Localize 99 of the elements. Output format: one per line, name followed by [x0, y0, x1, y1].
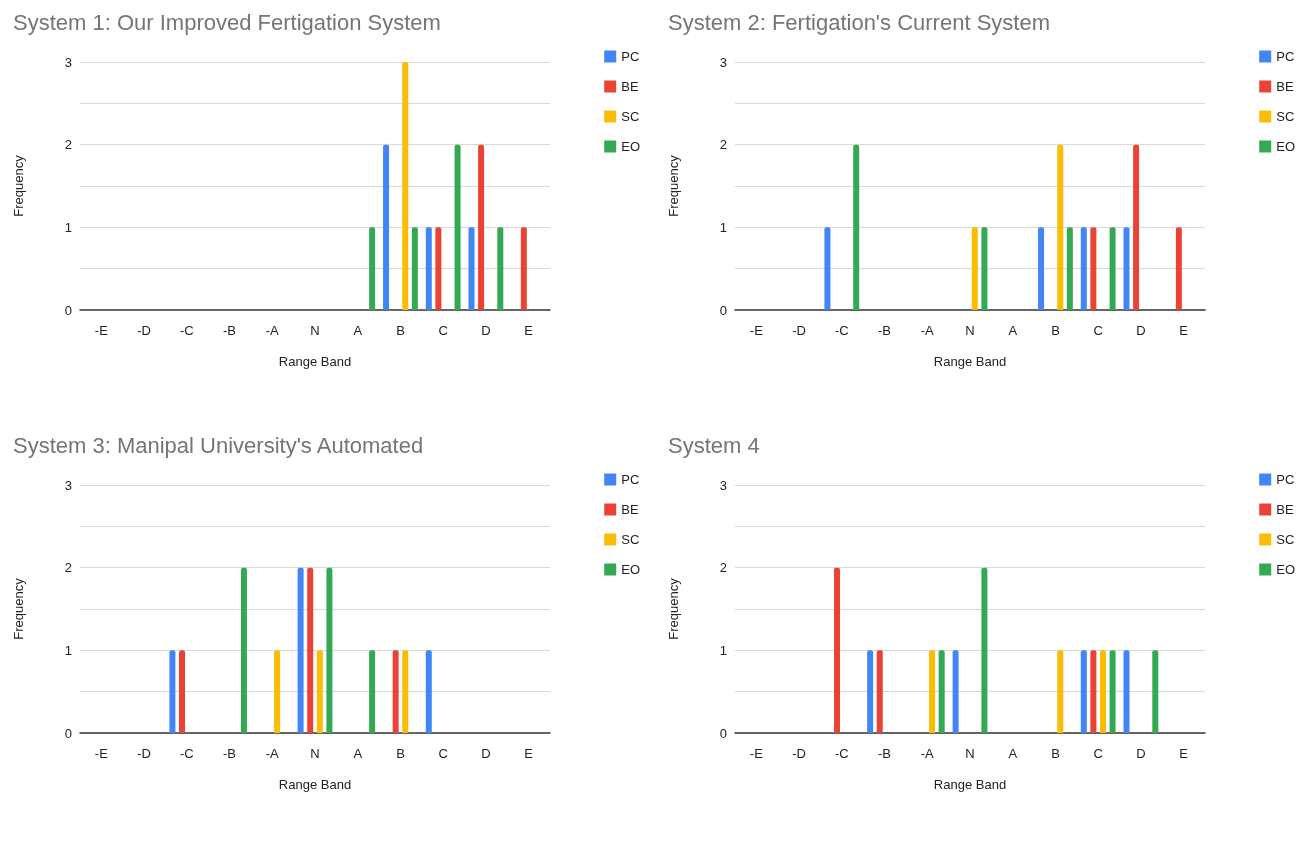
- x-tick-label: C: [1093, 323, 1103, 338]
- legend-label: SC: [621, 109, 640, 124]
- chart-title: System 4: [668, 432, 760, 458]
- x-tick-label: B: [1051, 323, 1060, 338]
- x-tick-label: -A: [920, 323, 935, 338]
- y-tick-label: 1: [64, 642, 72, 658]
- x-tick-label: A: [353, 746, 363, 761]
- x-tick-label: N: [310, 746, 320, 761]
- chart-title: System 1: Our Improved Fertigation System: [13, 9, 441, 35]
- x-tick-label: D: [1136, 323, 1146, 338]
- x-tick-label: D: [1136, 746, 1146, 761]
- x-tick-label: N: [310, 323, 320, 338]
- x-tick-label: -D: [792, 746, 806, 761]
- legend-label: SC: [621, 532, 640, 547]
- y-axis-title: Frequency: [11, 154, 26, 217]
- y-tick-label: 3: [719, 477, 727, 493]
- x-tick-label: C: [1093, 746, 1103, 761]
- y-tick-label: 0: [64, 725, 72, 741]
- bar: [520, 227, 527, 310]
- x-axis-title: Range Band: [933, 354, 1007, 369]
- bar: [454, 144, 461, 310]
- x-tick-label: -E: [749, 746, 764, 761]
- x-tick-label: -C: [834, 746, 849, 761]
- bar: [369, 227, 376, 310]
- y-tick-label: 3: [64, 477, 72, 493]
- x-tick-label: -B: [878, 746, 892, 761]
- legend-label: PC: [1276, 472, 1295, 487]
- x-tick-label: -A: [265, 746, 280, 761]
- x-tick-label: E: [1179, 323, 1189, 338]
- x-tick-label: C: [438, 746, 448, 761]
- x-axis-title: Range Band: [278, 354, 352, 369]
- x-tick-label: -A: [265, 323, 280, 338]
- x-tick-label: -D: [137, 746, 151, 761]
- x-tick-label: B: [396, 746, 405, 761]
- y-tick-label: 2: [64, 560, 72, 576]
- x-tick-label: -C: [179, 323, 194, 338]
- y-tick-label: 1: [64, 219, 72, 235]
- y-tick-label: 2: [719, 560, 727, 576]
- y-tick-label: 2: [719, 137, 727, 153]
- x-tick-label: -B: [878, 323, 892, 338]
- legend-label: BE: [1276, 502, 1294, 517]
- legend-label: BE: [621, 502, 639, 517]
- legend-label: PC: [621, 49, 640, 64]
- x-axis-title: Range Band: [933, 777, 1007, 792]
- legend-label: PC: [1276, 49, 1295, 64]
- legend-label: EO: [1276, 562, 1296, 577]
- y-tick-label: 1: [719, 219, 727, 235]
- y-tick-label: 0: [719, 725, 727, 741]
- legend-label: SC: [1276, 532, 1295, 547]
- x-axis-title: Range Band: [278, 777, 352, 792]
- x-tick-label: -C: [834, 323, 849, 338]
- x-tick-label: A: [1008, 746, 1018, 761]
- x-tick-label: E: [1179, 746, 1189, 761]
- legend-label: EO: [621, 139, 641, 154]
- bar: [383, 144, 390, 310]
- legend-label: EO: [1276, 139, 1296, 154]
- bar: [478, 144, 485, 310]
- x-tick-label: B: [396, 323, 405, 338]
- x-tick-label: A: [353, 323, 363, 338]
- y-axis-title: Frequency: [666, 577, 681, 640]
- x-tick-label: -B: [223, 323, 237, 338]
- legend-label: PC: [621, 472, 640, 487]
- x-tick-label: -E: [94, 746, 109, 761]
- x-tick-label: D: [481, 323, 491, 338]
- y-tick-label: 2: [64, 137, 72, 153]
- x-tick-label: E: [524, 323, 534, 338]
- y-axis-title: Frequency: [666, 154, 681, 217]
- x-tick-label: N: [965, 746, 975, 761]
- bar: [425, 227, 432, 310]
- y-tick-label: 0: [64, 302, 72, 318]
- bar: [497, 227, 504, 310]
- x-tick-label: N: [965, 323, 975, 338]
- x-tick-label: -B: [223, 746, 237, 761]
- y-tick-label: 3: [64, 54, 72, 70]
- x-tick-label: E: [524, 746, 534, 761]
- x-tick-label: -E: [749, 323, 764, 338]
- x-tick-label: C: [438, 323, 448, 338]
- chart-title: System 3: Manipal University's Automated: [13, 432, 424, 458]
- x-tick-label: -C: [179, 746, 194, 761]
- x-tick-label: -E: [94, 323, 109, 338]
- chart-title: System 2: Fertigation's Current System: [668, 9, 1050, 35]
- x-tick-label: A: [1008, 323, 1018, 338]
- legend-label: EO: [621, 562, 641, 577]
- x-tick-label: -D: [137, 323, 151, 338]
- x-tick-label: -D: [792, 323, 806, 338]
- x-tick-label: D: [481, 746, 491, 761]
- bar: [435, 227, 442, 310]
- legend-label: BE: [1276, 79, 1294, 94]
- y-tick-label: 0: [719, 302, 727, 318]
- x-tick-label: B: [1051, 746, 1060, 761]
- legend-label: BE: [621, 79, 639, 94]
- bar: [411, 227, 418, 310]
- bar: [402, 62, 409, 310]
- y-tick-label: 3: [719, 54, 727, 70]
- x-tick-label: -A: [920, 746, 935, 761]
- legend-label: SC: [1276, 109, 1295, 124]
- y-tick-label: 1: [719, 642, 727, 658]
- y-axis-title: Frequency: [11, 577, 26, 640]
- bar: [468, 227, 475, 310]
